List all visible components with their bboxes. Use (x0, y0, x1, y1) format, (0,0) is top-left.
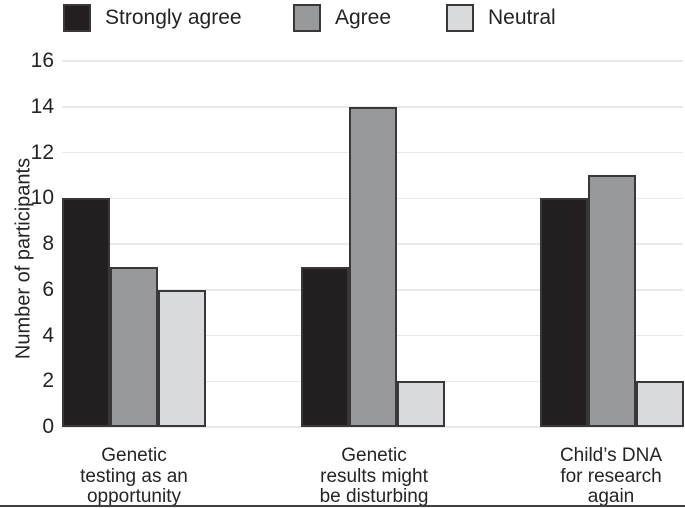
legend-item: Strongly agree (63, 4, 242, 32)
y-tick-label: 10 (30, 186, 54, 210)
plot-area (62, 60, 684, 428)
bar-agree (588, 175, 636, 427)
bar-strongly-agree (540, 198, 588, 427)
y-tick-label: 12 (30, 140, 54, 164)
x-category-label: Genetic results might be disturbing (319, 445, 429, 507)
bar-agree (349, 106, 397, 427)
y-tick-label: 6 (42, 277, 54, 301)
legend-label: Agree (335, 6, 392, 29)
bar-neutral (397, 381, 445, 427)
legend-swatch (446, 4, 474, 32)
x-category-label: Child’s DNA for research again (559, 445, 663, 507)
y-tick-label: 0 (42, 415, 54, 438)
legend-item: Neutral (446, 4, 556, 32)
y-tick-label: 8 (42, 232, 54, 255)
bar-neutral (158, 289, 206, 427)
gridline (62, 60, 683, 62)
legend-swatch (293, 4, 321, 32)
bar-agree (110, 266, 158, 427)
legend-label: Neutral (488, 6, 556, 29)
bar-neutral (636, 381, 684, 427)
legend-item: Agree (293, 4, 391, 32)
figure-bottom-rule (0, 504, 685, 507)
legend-label: Strongly agree (105, 6, 242, 29)
gridline (62, 426, 683, 428)
bar-strongly-agree (62, 198, 110, 427)
y-tick-label: 16 (30, 49, 54, 72)
x-category-label: Genetic testing as an opportunity (80, 445, 188, 507)
y-tick-label: 2 (42, 369, 54, 393)
y-tick-label: 4 (42, 323, 54, 347)
legend-swatch (63, 4, 91, 32)
y-tick-label: 14 (30, 94, 54, 118)
bar-strongly-agree (301, 266, 349, 427)
